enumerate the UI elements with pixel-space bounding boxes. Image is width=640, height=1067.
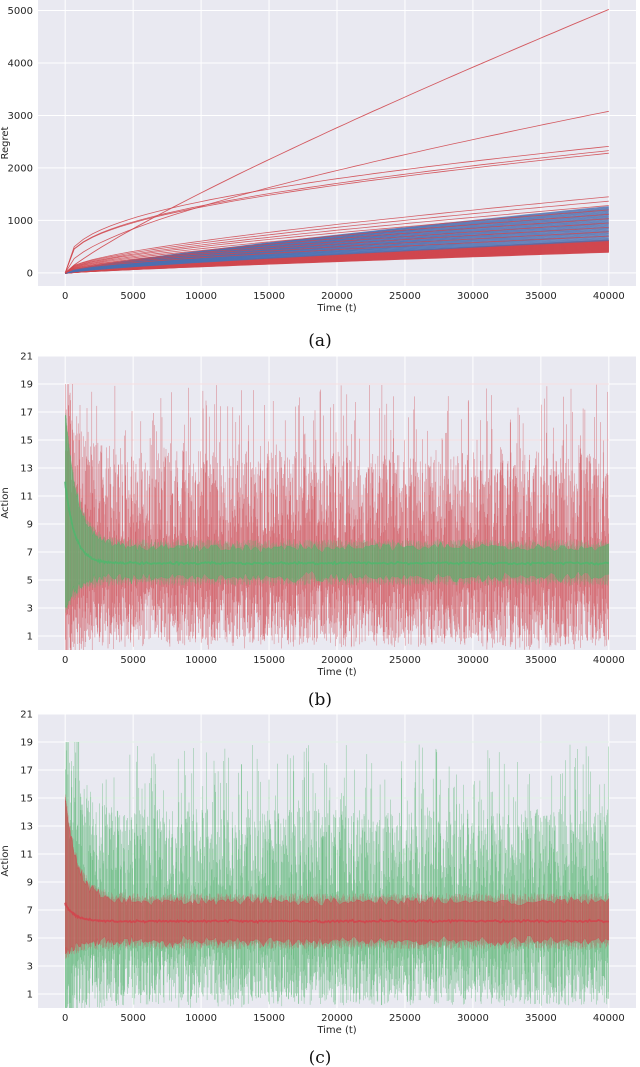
x-tick-label: 25000	[389, 655, 421, 666]
plot-area	[64, 8, 609, 274]
y-tick-label: 7	[27, 906, 33, 917]
plot-area	[64, 383, 610, 650]
y-tick-label: 17	[20, 408, 33, 419]
x-tick-label: 5000	[120, 655, 145, 666]
y-tick-label: 13	[20, 464, 33, 475]
x-tick-label: 30000	[457, 655, 489, 666]
y-axis-label: Action	[0, 845, 11, 876]
x-tick-label: 10000	[185, 1013, 217, 1024]
regret-curve	[64, 205, 609, 274]
x-tick-label: 10000	[185, 655, 217, 666]
panel-caption: (b)	[308, 690, 332, 710]
panel-a: 0 5000 10000 15000 20000 25000 30000 35000 40000…	[0, 0, 636, 351]
y-tick-label: 11	[20, 492, 33, 503]
y-axis-label: Action	[0, 487, 11, 518]
x-tick-label: 35000	[525, 291, 557, 302]
x-axis-label: Time (t)	[316, 667, 356, 678]
y-tick-label: 5000	[8, 6, 33, 17]
x-tick-label: 10000	[185, 291, 217, 302]
x-tick-label: 15000	[253, 655, 285, 666]
regret-curve	[64, 196, 609, 274]
x-tick-label: 15000	[253, 291, 285, 302]
y-tick-label: 1	[27, 990, 33, 1001]
plot-area	[64, 741, 610, 1008]
y-tick-label: 4000	[8, 58, 33, 69]
y-tick-label: 3	[27, 604, 33, 615]
y-tick-label: 21	[20, 352, 33, 363]
x-tick-label: 0	[62, 1013, 68, 1024]
y-tick-label: 15	[20, 436, 33, 447]
y-tick-label: 5	[27, 576, 33, 587]
regret-curve	[65, 231, 609, 274]
x-tick-label: 30000	[457, 1013, 489, 1024]
y-tick-label: 19	[20, 380, 33, 391]
y-tick-label: 9	[27, 520, 33, 531]
panel-c: 0 5000 10000 15000 20000 25000 30000 35000 40000…	[0, 710, 636, 1067]
y-tick-label: 3000	[8, 111, 33, 122]
regret-curve	[64, 213, 609, 274]
x-tick-label: 20000	[321, 1013, 353, 1024]
y-tick-label: 21	[20, 710, 33, 721]
y-tick-label: 11	[20, 850, 33, 861]
y-axis-label: Regret	[0, 126, 11, 159]
x-tick-label: 30000	[457, 291, 489, 302]
regret-curve	[65, 235, 609, 274]
regret-curve	[64, 218, 609, 274]
x-tick-label: 0	[62, 291, 68, 302]
mean-action-line	[64, 481, 610, 567]
regret-curve	[64, 8, 609, 274]
x-tick-label: 40000	[593, 291, 625, 302]
regret-curve	[64, 209, 609, 274]
regret-curve	[64, 146, 609, 274]
y-tick-label: 13	[20, 822, 33, 833]
y-tick-label: 1000	[8, 216, 33, 227]
x-tick-label: 25000	[389, 291, 421, 302]
regret-curve	[65, 227, 609, 274]
y-tick-label: 7	[27, 548, 33, 559]
panel-b: 0 5000 10000 15000 20000 25000 30000 35000 40000…	[0, 352, 636, 710]
panel-caption: (a)	[308, 331, 331, 351]
regret-curve	[65, 222, 609, 274]
regret-curve	[64, 200, 609, 274]
y-tick-label: 1	[27, 632, 33, 643]
mean-action-line	[64, 901, 609, 924]
x-tick-label: 35000	[525, 655, 557, 666]
x-tick-label: 15000	[253, 1013, 285, 1024]
y-tick-label: 2000	[8, 163, 33, 174]
x-tick-label: 40000	[593, 1013, 625, 1024]
x-tick-label: 35000	[525, 1013, 557, 1024]
x-tick-label: 25000	[389, 1013, 421, 1024]
regret-curve	[64, 110, 609, 274]
x-tick-label: 5000	[120, 291, 145, 302]
x-tick-label: 20000	[321, 655, 353, 666]
x-axis-label: Time (t)	[316, 303, 356, 314]
y-tick-label: 0	[27, 268, 33, 279]
panel-caption: (c)	[309, 1048, 332, 1067]
y-tick-label: 9	[27, 878, 33, 889]
y-tick-label: 5	[27, 934, 33, 945]
y-tick-label: 19	[20, 738, 33, 749]
y-tick-label: 15	[20, 794, 33, 805]
x-tick-label: 40000	[593, 655, 625, 666]
y-tick-label: 17	[20, 766, 33, 777]
x-tick-label: 20000	[321, 291, 353, 302]
x-axis-label: Time (t)	[316, 1025, 356, 1036]
x-tick-label: 0	[62, 655, 68, 666]
x-tick-label: 5000	[120, 1013, 145, 1024]
y-tick-label: 3	[27, 962, 33, 973]
